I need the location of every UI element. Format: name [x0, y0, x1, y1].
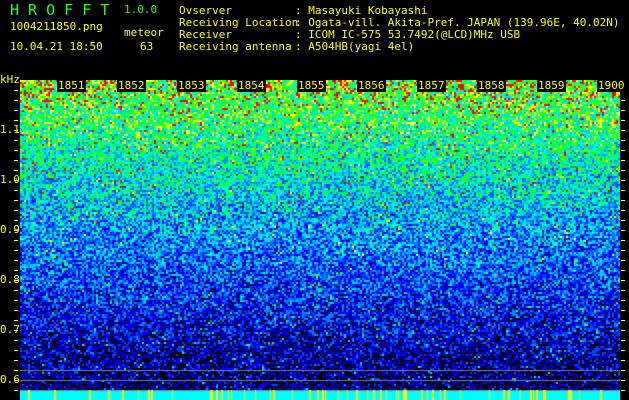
freq-tick — [621, 260, 625, 261]
freq-tick — [14, 100, 18, 101]
freq-tick — [621, 270, 625, 271]
freq-tick — [621, 240, 625, 241]
freq-tick — [621, 220, 625, 221]
freq-tick — [621, 290, 625, 291]
time-label: 1857 — [417, 79, 446, 92]
freq-tick — [621, 330, 625, 331]
time-label: 1852 — [117, 79, 146, 92]
app-version: 1.0.0 — [124, 3, 158, 16]
info-value-observer: : Masayuki Kobayashi — [295, 4, 428, 17]
freq-tick — [621, 350, 625, 351]
time-label: 1855 — [297, 79, 326, 92]
freq-tick — [14, 320, 18, 321]
freq-tick — [14, 160, 18, 161]
freq-tick — [14, 150, 18, 151]
time-label: 1853 — [177, 79, 206, 92]
freq-tick — [621, 170, 625, 171]
freq-tick — [621, 180, 625, 181]
info-value-location: : Ogata-vill. Akita-Pref. JAPAN (139.96E… — [295, 16, 620, 29]
freq-tick — [621, 280, 625, 281]
freq-tick — [621, 310, 625, 311]
freq-label: 0.9 — [0, 223, 20, 236]
freq-tick — [14, 240, 18, 241]
unit-label: kHz — [0, 73, 20, 86]
meteor-label: meteor — [124, 26, 164, 39]
freq-tick — [14, 170, 18, 171]
freq-tick — [621, 340, 625, 341]
freq-tick — [14, 270, 18, 271]
meteor-count: 63 — [140, 40, 154, 53]
freq-tick — [14, 310, 18, 311]
freq-tick — [14, 280, 18, 281]
freq-tick — [621, 200, 625, 201]
freq-tick — [621, 140, 625, 141]
freq-tick — [621, 100, 625, 101]
freq-tick — [621, 370, 625, 371]
freq-tick — [621, 300, 625, 301]
freq-tick — [621, 360, 625, 361]
file-name: 1004211850.png — [10, 20, 103, 33]
freq-tick — [621, 320, 625, 321]
freq-tick — [14, 230, 18, 231]
freq-tick — [14, 180, 18, 181]
freq-label: 1.0 — [0, 173, 20, 186]
info-value-receiver: : ICOM IC-575 53.7492(@LCD)MHz USB — [295, 28, 521, 41]
freq-tick — [621, 150, 625, 151]
freq-tick — [621, 120, 625, 121]
freq-tick — [621, 230, 625, 231]
freq-tick — [14, 370, 18, 371]
freq-tick — [14, 300, 18, 301]
time-label: 1859 — [537, 79, 566, 92]
freq-tick — [14, 210, 18, 211]
freq-tick — [14, 290, 18, 291]
app-title: H R O F F T — [10, 1, 110, 19]
freq-tick — [14, 360, 18, 361]
time-label: 1900 — [597, 79, 626, 92]
time-label: 1856 — [357, 79, 386, 92]
freq-label: 0.8 — [0, 273, 20, 286]
info-key-receiver: Receiver — [179, 28, 232, 41]
freq-tick — [14, 190, 18, 191]
info-key-antenna: Receiving antenna — [179, 40, 292, 53]
freq-tick — [621, 210, 625, 211]
freq-tick — [621, 160, 625, 161]
freq-tick — [14, 260, 18, 261]
freq-tick — [621, 390, 625, 391]
freq-tick — [621, 130, 625, 131]
freq-tick — [14, 350, 18, 351]
info-value-antenna: : A504HB(yagi 4el) — [295, 40, 415, 53]
freq-tick — [14, 200, 18, 201]
time-label: 1858 — [477, 79, 506, 92]
time-label: 1851 — [57, 79, 86, 92]
info-key-observer: Ovserver — [179, 4, 232, 17]
freq-tick — [14, 380, 18, 381]
freq-tick — [14, 90, 18, 91]
freq-tick — [14, 250, 18, 251]
info-key-location: Receiving Location — [179, 16, 299, 29]
freq-tick — [621, 380, 625, 381]
freq-tick — [621, 250, 625, 251]
freq-tick — [14, 110, 18, 111]
freq-label: 0.6 — [0, 373, 20, 386]
spectrogram-canvas — [20, 80, 620, 400]
freq-tick — [14, 220, 18, 221]
freq-label: 1.1 — [0, 123, 20, 136]
file-datetime: 10.04.21 18:50 — [10, 40, 103, 53]
freq-tick — [14, 330, 18, 331]
time-label: 1854 — [237, 79, 266, 92]
freq-tick — [14, 340, 18, 341]
freq-tick — [14, 140, 18, 141]
freq-tick — [14, 390, 18, 391]
freq-tick — [14, 120, 18, 121]
freq-label: 0.7 — [0, 323, 20, 336]
freq-tick — [621, 190, 625, 191]
freq-tick — [621, 110, 625, 111]
freq-tick — [14, 130, 18, 131]
